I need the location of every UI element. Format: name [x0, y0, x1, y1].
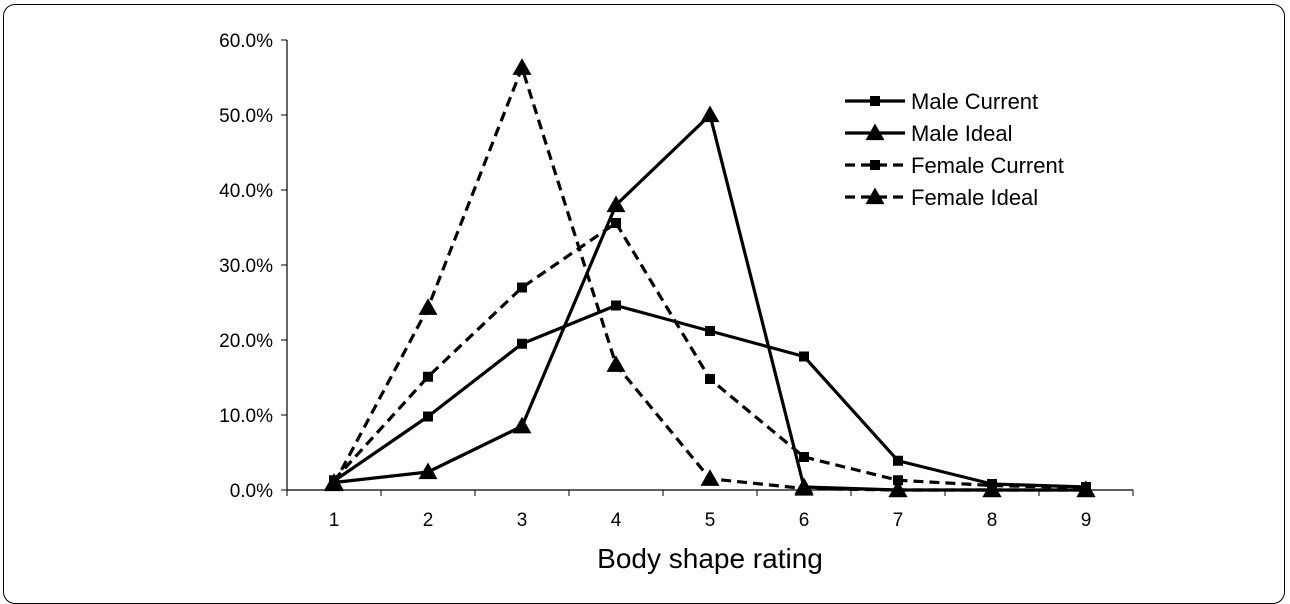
data-point [517, 282, 527, 293]
y-tick-label: 0.0% [230, 481, 273, 502]
legend-marker [870, 160, 880, 170]
chart-axes: 0.0% 10.0% 20.0% 30.0% 40.0% 50.0% 60.0% 1 2 3 4 5 6… [219, 31, 1134, 531]
legend-marker [870, 96, 880, 106]
data-point [893, 455, 903, 466]
legend-label: Female Current [911, 153, 1064, 178]
legend-label: Male Current [911, 89, 1038, 114]
data-point [423, 411, 433, 422]
legend-label: Male Ideal [911, 121, 1013, 146]
data-point [705, 374, 715, 384]
data-point [324, 474, 344, 492]
x-tick-label: 7 [893, 510, 904, 531]
data-point [611, 300, 621, 311]
y-tick-label: 50.0% [219, 106, 273, 127]
data-point [606, 355, 626, 372]
data-point [893, 475, 903, 486]
y-tick-label: 40.0% [219, 181, 273, 202]
data-point [799, 351, 809, 362]
y-tick-label: 30.0% [219, 256, 273, 277]
legend-item: Male Ideal [845, 121, 1013, 146]
legend-item: Male Current [845, 89, 1038, 114]
y-tick-label: 10.0% [219, 406, 273, 427]
data-point [888, 480, 908, 498]
data-point [794, 479, 814, 496]
chart-frame [3, 4, 1285, 604]
data-point [418, 298, 438, 315]
x-tick-label: 5 [705, 510, 716, 531]
data-point [418, 462, 438, 480]
legend-marker [865, 187, 885, 205]
x-tick-label: 8 [987, 510, 998, 531]
chart-legend: Male Current Male Ideal Female Current Fema… [845, 89, 1064, 210]
data-point [1076, 480, 1096, 498]
data-point [799, 452, 809, 462]
series-female-ideal [324, 58, 1096, 498]
x-axis-title: Body shape rating [597, 543, 823, 574]
legend-label: Female Ideal [911, 185, 1038, 210]
legend-marker [865, 123, 885, 141]
data-point [700, 105, 720, 123]
x-tick-label: 3 [517, 510, 528, 531]
data-point [606, 195, 626, 213]
y-tick-label: 20.0% [219, 331, 273, 352]
series-female-current [329, 218, 1091, 493]
y-tick-label: 60.0% [219, 31, 273, 52]
data-point [423, 371, 433, 382]
legend-item: Female Current [845, 153, 1064, 178]
data-point [982, 480, 1002, 498]
chart-series [324, 58, 1096, 498]
legend-item: Female Ideal [845, 185, 1038, 210]
x-tick-label: 2 [423, 510, 434, 531]
x-tick-label: 6 [799, 510, 810, 531]
x-tick-label: 4 [611, 510, 622, 531]
data-point [611, 218, 621, 228]
data-point [512, 416, 532, 434]
data-point [512, 58, 532, 75]
line-chart: 0.0% 10.0% 20.0% 30.0% 40.0% 50.0% 60.0% 1 2 3 4 5 6… [219, 31, 1134, 574]
data-point [705, 326, 715, 336]
x-tick-label: 9 [1081, 510, 1092, 531]
data-point [700, 469, 720, 486]
data-point [517, 338, 527, 349]
x-tick-label: 1 [329, 510, 340, 531]
